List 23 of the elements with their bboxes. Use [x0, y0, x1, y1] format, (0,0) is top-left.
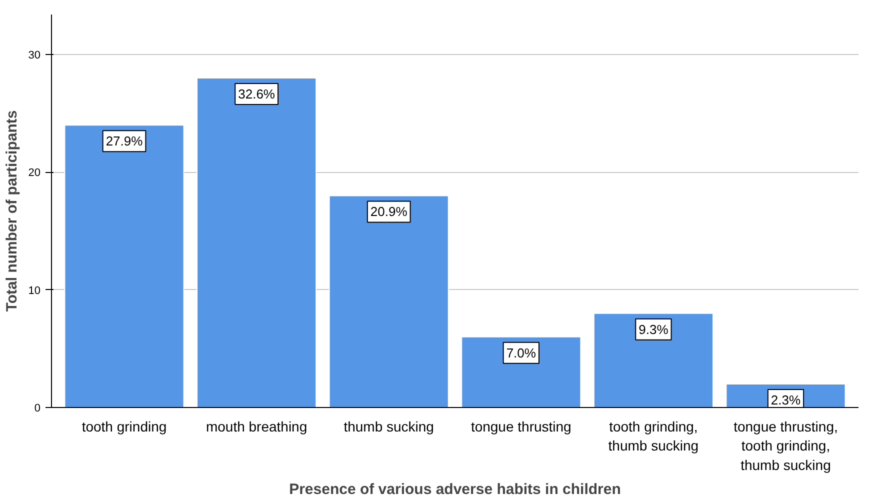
bar — [196, 78, 317, 408]
annotation: 32.6% — [238, 86, 276, 102]
y-tick-label: 10 — [28, 284, 41, 297]
bar — [461, 336, 582, 408]
bar — [593, 312, 714, 408]
annotation: 7.0% — [506, 345, 536, 360]
annotation: 20.9% — [370, 204, 408, 220]
x-tick-label: mouth breathing — [206, 418, 308, 434]
x-tick-label: thumb sucking — [344, 418, 434, 434]
annotation: 27.9% — [106, 134, 144, 149]
y-tick-label: 0 — [34, 402, 41, 414]
x-tick-label: tongue thrusting — [470, 418, 572, 434]
x-tick-label: tongue thrusting, tooth grinding, thumb sucking — [734, 418, 838, 473]
annotation: 9.3% — [638, 322, 669, 337]
y-tick-label: 30 — [28, 50, 41, 62]
bar — [328, 195, 449, 408]
bar — [64, 124, 184, 408]
annotation: 2.3% — [770, 392, 801, 408]
y-tick-label: 20 — [28, 167, 41, 180]
x-tick-label: tooth grinding, thumb sucking — [608, 418, 699, 454]
y-axis-title: Total number of participants — [3, 110, 20, 312]
x-axis-title: Presence of various adverse habits in children — [289, 480, 621, 498]
x-tick-label: tooth grinding — [82, 418, 167, 434]
